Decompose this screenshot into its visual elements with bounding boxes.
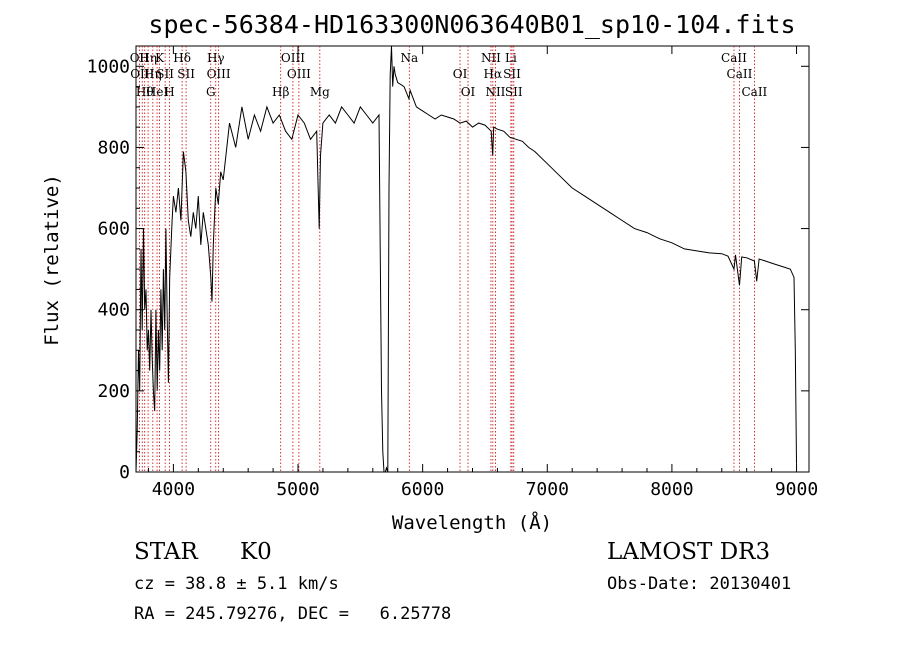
line-label-oi: OI [461, 85, 476, 99]
line-label-oiii: OIII [207, 67, 231, 81]
line-label-nii: NII [485, 85, 505, 99]
line-label-caii: CaII [727, 67, 753, 81]
line-label-g: G [206, 85, 216, 99]
line-label-oi: OI [453, 67, 468, 81]
line-label-h: H [164, 85, 174, 99]
coordinates-readout: RA = 245.79276, DEC = 6.25778 [134, 604, 452, 624]
line-label-sii: SII [505, 85, 523, 99]
line-label-caii: CaII [721, 51, 747, 65]
line-label-sii: SII [503, 67, 521, 81]
spectral-subclass: K0 [240, 539, 272, 565]
spectrum-series-line [135, 45, 797, 473]
line-label-hθ: Hθ [136, 85, 154, 99]
x-tick-label: 6000 [401, 479, 444, 500]
x-tick-label: 7000 [526, 479, 569, 500]
x-tick-label: 4000 [152, 479, 195, 500]
y-tick-label: 200 [97, 381, 130, 402]
observation-date: Obs-Date: 20130401 [607, 574, 792, 594]
line-label-nii: NII [481, 51, 501, 65]
line-label-oiii: OIII [287, 67, 311, 81]
x-tick-label: 9000 [775, 479, 818, 500]
y-tick-label: 600 [97, 219, 130, 240]
x-tick-label: 8000 [650, 479, 693, 500]
y-tick-label: 400 [97, 300, 130, 321]
line-label-sii: SII [156, 67, 174, 81]
line-label-hη: Hη [144, 67, 162, 81]
y-tick-label: 0 [119, 462, 130, 483]
y-axis-ticks: 0 200 400 600 800 1000 [87, 56, 809, 483]
line-label-oii: OII [130, 51, 150, 65]
line-label-oiii: OIII [130, 67, 154, 81]
plot-frame [135, 45, 810, 473]
line-label-na: Na [400, 51, 418, 65]
x-tick-label: 5000 [276, 479, 319, 500]
line-label-sii: SII [177, 67, 195, 81]
chart-title: spec-56384-HD163300N063640B01_sp10-104.f… [148, 10, 795, 39]
line-label-hη: Hη [139, 51, 157, 65]
y-tick-label: 800 [97, 137, 130, 158]
line-label-caii: CaII [741, 85, 767, 99]
x-axis-ticks: 4000 5000 6000 7000 8000 9000 [147, 46, 818, 500]
line-label-hα: Hα [484, 67, 503, 81]
line-label-k: K [155, 51, 165, 65]
line-label-hγ: Hγ [207, 51, 225, 65]
line-label-hδ: Hδ [173, 51, 191, 65]
line-label-hβ: Hβ [272, 85, 289, 99]
y-tick-label: 1000 [87, 56, 130, 77]
object-class: STAR [134, 539, 198, 565]
line-label-hei: HeI [146, 85, 169, 99]
line-label-oiii: OIII [281, 51, 305, 65]
spectral-line-labels: OIIOIIIHθHηHηHeIKSIIHHδSIIGHγOIIIHβOIIIO… [130, 51, 768, 99]
line-label-mg: Mg [310, 85, 330, 99]
spectral-line-markers [138, 46, 755, 472]
x-axis-title: Wavelength (Å) [392, 511, 552, 534]
redshift-readout: cz = 38.8 ± 5.1 km/s [134, 574, 339, 594]
line-label-li: Li [505, 51, 517, 65]
y-axis-title: Flux (relative) [41, 174, 63, 346]
survey-name: LAMOST DR3 [607, 539, 771, 565]
